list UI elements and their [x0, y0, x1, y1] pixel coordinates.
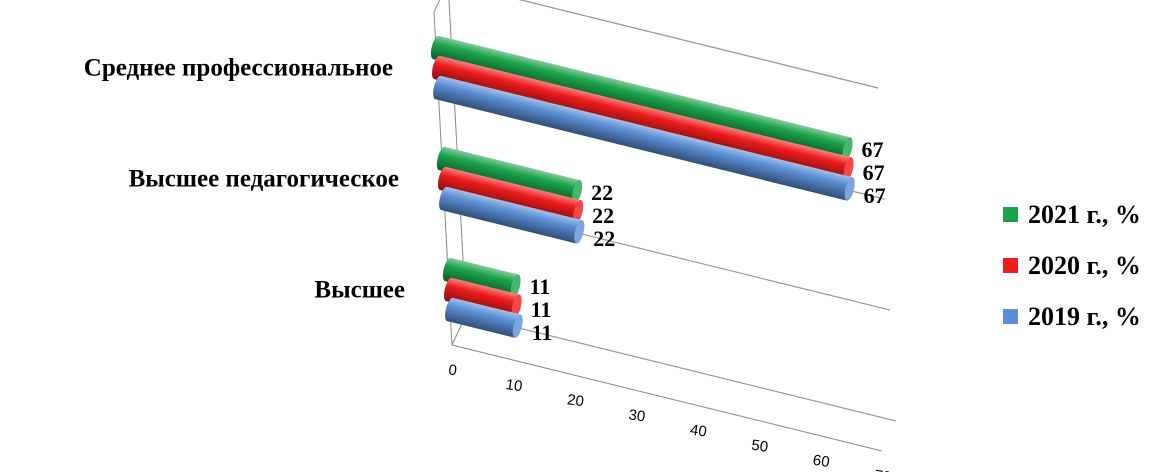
data-label: 22 — [592, 203, 614, 228]
bar-cap — [573, 200, 584, 224]
bar-0-2 — [433, 75, 855, 201]
legend-swatch — [1003, 258, 1018, 273]
bar-cap — [842, 137, 853, 161]
bar-body — [442, 257, 521, 298]
legend-swatch — [1003, 207, 1018, 222]
bar-body — [430, 35, 853, 161]
bar-2-2 — [445, 297, 523, 338]
gridline — [518, 0, 879, 89]
data-label: 11 — [531, 297, 552, 322]
bar-body — [433, 75, 855, 201]
tick-label: 30 — [627, 406, 646, 425]
legend: 2021 г., % 2020 г., % 2019 г., % — [1003, 200, 1141, 331]
data-label: 67 — [864, 183, 886, 208]
side-wall — [433, 0, 467, 346]
data-label: 67 — [861, 137, 883, 162]
bar-1-2 — [439, 186, 585, 244]
bar-cap — [844, 177, 855, 201]
bar-body — [444, 277, 522, 318]
tick-label: 10 — [505, 376, 524, 395]
legend-swatch — [1003, 309, 1018, 324]
tick-label: 0 — [447, 362, 458, 380]
tick-label: 40 — [689, 422, 708, 441]
gridline — [465, 314, 897, 422]
tick-label: 60 — [812, 452, 831, 471]
bar-cap — [510, 274, 521, 298]
bar-cap — [511, 294, 522, 318]
data-label: 11 — [532, 320, 553, 345]
category-label: Высшее педагогическое — [129, 166, 399, 193]
bar-body — [439, 186, 585, 244]
bar-body — [438, 166, 584, 224]
bar-0-1 — [432, 55, 854, 181]
data-label: 11 — [529, 274, 550, 299]
bar-cap — [572, 180, 583, 204]
floor-edge — [451, 344, 883, 452]
data-label: 67 — [863, 160, 885, 185]
category-label: Среднее профессиональное — [84, 55, 393, 82]
legend-label: 2021 г., % — [1028, 200, 1141, 229]
category-label: Высшее — [314, 277, 405, 304]
bar-body — [445, 297, 523, 338]
tick-label: 20 — [566, 391, 585, 410]
bar-1-0 — [436, 146, 583, 204]
bar-2-0 — [442, 257, 521, 298]
tick-label: 50 — [750, 437, 769, 456]
category-labels: Среднее профессиональное Высшее педагогич… — [84, 55, 405, 304]
legend-label: 2019 г., % — [1028, 302, 1141, 331]
bars — [430, 35, 855, 338]
data-label: 22 — [591, 180, 613, 205]
legend-label: 2020 г., % — [1028, 251, 1141, 280]
bar-cap — [574, 220, 585, 244]
x-axis-ticks: 0 10 20 30 40 50 60 70 — [447, 362, 892, 472]
bar-1-1 — [438, 166, 584, 224]
data-label: 22 — [593, 226, 615, 251]
bar-body — [436, 146, 583, 204]
tick-label: 70 — [873, 467, 892, 472]
bar-body — [432, 55, 854, 181]
bar-cap — [843, 157, 854, 181]
bar-2-1 — [444, 277, 522, 318]
bar-0-0 — [430, 35, 853, 161]
bar-cap — [512, 314, 523, 338]
